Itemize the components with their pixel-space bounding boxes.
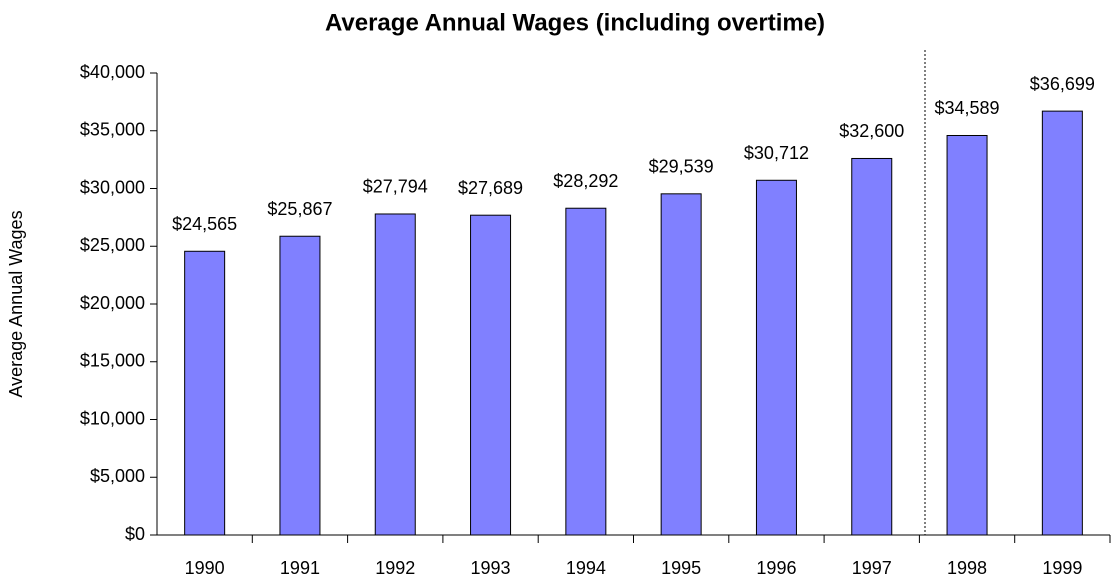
bar <box>279 235 321 536</box>
value-label: $30,712 <box>744 143 809 163</box>
x-tick-label: 1996 <box>756 558 796 578</box>
x-tick-label: 1997 <box>852 558 892 578</box>
chart-title: Average Annual Wages (including overtime… <box>325 9 825 36</box>
y-tick-label: $15,000 <box>80 351 145 371</box>
value-label: $27,794 <box>363 177 428 197</box>
bar <box>470 214 512 536</box>
value-label: $36,699 <box>1030 74 1095 94</box>
value-label: $34,589 <box>935 98 1000 118</box>
x-tick-label: 1990 <box>185 558 225 578</box>
value-label: $27,689 <box>458 178 523 198</box>
value-label: $28,292 <box>553 171 618 191</box>
value-label: $25,867 <box>267 199 332 219</box>
y-tick-label: $30,000 <box>80 177 145 197</box>
y-tick-label: $25,000 <box>80 235 145 255</box>
y-tick-label: $0 <box>125 524 145 544</box>
y-axis-label: Average Annual Wages <box>6 210 26 397</box>
bar <box>184 250 226 536</box>
y-tick-label: $20,000 <box>80 293 145 313</box>
x-tick-label: 1993 <box>471 558 511 578</box>
y-tick-label: $10,000 <box>80 408 145 428</box>
y-tick-label: $35,000 <box>80 120 145 140</box>
value-label: $24,565 <box>172 214 237 234</box>
bar <box>1041 110 1083 536</box>
y-tick-label: $5,000 <box>90 466 145 486</box>
bar <box>946 134 988 536</box>
bar <box>374 213 416 536</box>
x-tick-label: 1991 <box>280 558 320 578</box>
x-tick-label: 1992 <box>375 558 415 578</box>
x-tick-label: 1999 <box>1042 558 1082 578</box>
value-label: $29,539 <box>649 157 714 177</box>
value-label: $32,600 <box>839 121 904 141</box>
bar <box>565 207 607 536</box>
bar <box>660 193 702 536</box>
bar <box>851 157 893 536</box>
bar <box>755 179 797 536</box>
x-tick-label: 1998 <box>947 558 987 578</box>
x-tick-label: 1994 <box>566 558 606 578</box>
x-tick-label: 1995 <box>661 558 701 578</box>
y-tick-label: $40,000 <box>80 62 145 82</box>
